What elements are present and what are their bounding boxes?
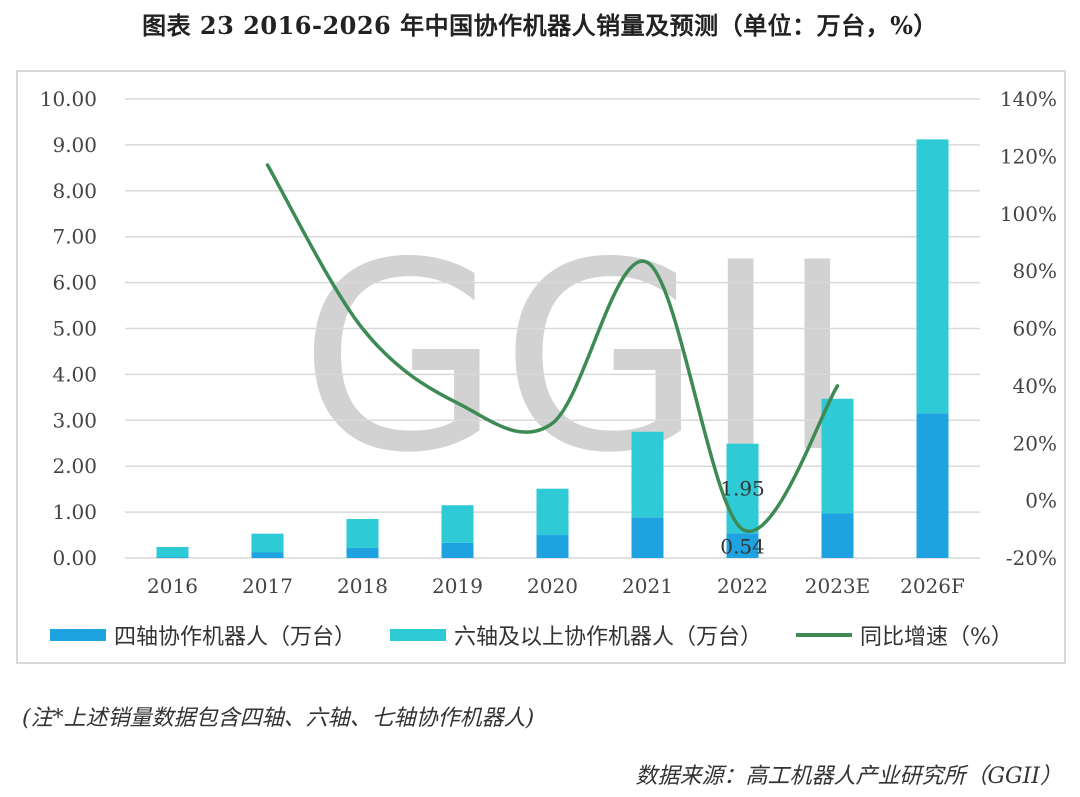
y-left-tick-label: 4.00 bbox=[52, 362, 97, 386]
y-left-tick-label: 5.00 bbox=[52, 317, 97, 341]
bar-six-axis bbox=[346, 518, 379, 548]
footnote: (注*上述销量数据包含四轴、六轴、七轴协作机器人) bbox=[22, 706, 535, 731]
chart-frame bbox=[16, 70, 1066, 664]
bar-four-axis bbox=[156, 557, 189, 558]
bar-six-axis bbox=[536, 488, 569, 536]
y-left-tick-label: 3.00 bbox=[52, 408, 97, 432]
bar-six-axis bbox=[916, 139, 949, 414]
y-right-tick-label: 60% bbox=[1013, 317, 1057, 341]
y-right-tick-label: 20% bbox=[1013, 431, 1057, 455]
y-right-tick-label: 120% bbox=[1000, 144, 1057, 168]
legend-item-four-axis: 四轴协作机器人（万台） bbox=[50, 619, 356, 651]
legend-swatch-four-axis bbox=[50, 629, 106, 641]
bar-four-axis bbox=[916, 413, 949, 558]
x-tick-label: 2017 bbox=[242, 574, 293, 598]
y-right-tick-label: 0% bbox=[1025, 489, 1057, 513]
y-left-tick-label: 2.00 bbox=[52, 454, 97, 478]
y-left-tick-label: 0.00 bbox=[52, 546, 97, 570]
data-label: 0.54 bbox=[720, 535, 765, 559]
growth-rate-line bbox=[265, 163, 840, 534]
bar-six-axis bbox=[441, 505, 474, 543]
y-left-tick-label: 9.00 bbox=[52, 133, 97, 157]
bar-six-axis bbox=[821, 398, 854, 514]
x-tick-label: 2023E bbox=[805, 574, 871, 598]
chart-title: 图表 23 2016-2026 年中国协作机器人销量及预测（单位：万台，%） bbox=[142, 11, 938, 40]
legend-item-growth: 同比增速（%） bbox=[796, 619, 1013, 651]
bar-four-axis bbox=[251, 552, 284, 558]
bar-four-axis bbox=[441, 542, 474, 558]
y-right-tick-label: 40% bbox=[1013, 374, 1057, 398]
y-left-tick-label: 10.00 bbox=[40, 87, 97, 111]
x-tick-label: 2016 bbox=[147, 574, 198, 598]
bar-four-axis bbox=[631, 517, 664, 558]
x-tick-label: 2026F bbox=[900, 574, 965, 598]
data-source: 数据来源：高工机器人产业研究所（GGII） bbox=[635, 764, 1062, 789]
legend-swatch-six-axis bbox=[390, 629, 447, 641]
bar-four-axis bbox=[346, 547, 379, 558]
y-left-tick-label: 8.00 bbox=[52, 179, 97, 203]
bar-six-axis bbox=[156, 546, 189, 558]
legend-swatch-growth bbox=[796, 633, 853, 637]
bar-six-axis bbox=[631, 431, 664, 518]
x-tick-label: 2020 bbox=[527, 574, 578, 598]
x-tick-label: 2019 bbox=[432, 574, 483, 598]
y-left-tick-label: 1.00 bbox=[52, 500, 97, 524]
data-label: 1.95 bbox=[720, 476, 765, 500]
legend: 四轴协作机器人（万台） 六轴及以上协作机器人（万台） 同比增速（%） bbox=[50, 620, 1050, 650]
bar-four-axis bbox=[536, 535, 569, 558]
legend-label-six-axis: 六轴及以上协作机器人（万台） bbox=[454, 625, 763, 650]
bar-six-axis bbox=[251, 533, 284, 553]
bar-four-axis bbox=[821, 513, 854, 558]
bar-four-axis bbox=[726, 533, 759, 558]
x-tick-label: 2021 bbox=[622, 574, 673, 598]
y-right-tick-label: 100% bbox=[1000, 202, 1057, 226]
y-left-tick-label: 7.00 bbox=[52, 225, 97, 249]
y-right-tick-label: 140% bbox=[1000, 87, 1057, 111]
legend-label-growth: 同比增速（%） bbox=[860, 625, 1013, 650]
y-left-tick-label: 6.00 bbox=[52, 271, 97, 295]
y-right-tick-label: -20% bbox=[1006, 546, 1057, 570]
watermark-text: GGII bbox=[299, 208, 855, 510]
x-tick-label: 2018 bbox=[337, 574, 388, 598]
y-right-tick-label: 80% bbox=[1013, 259, 1057, 283]
legend-label-four-axis: 四轴协作机器人（万台） bbox=[114, 625, 357, 650]
legend-item-six-axis: 六轴及以上协作机器人（万台） bbox=[390, 619, 762, 651]
x-tick-label: 2022 bbox=[717, 574, 768, 598]
